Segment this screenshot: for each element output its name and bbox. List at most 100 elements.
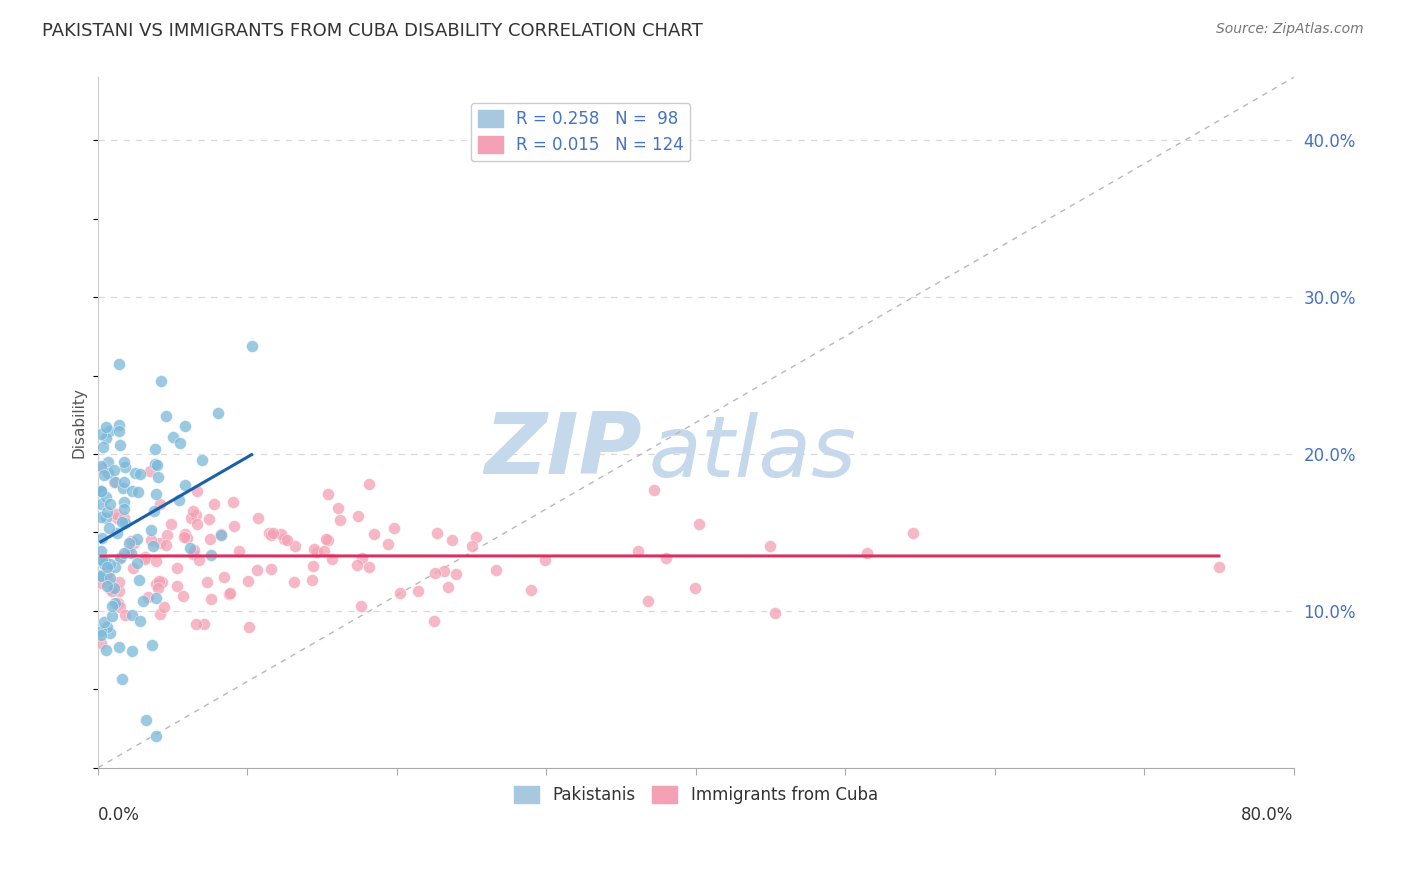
Point	[200, 592, 222, 607]
Point	[98, 582, 121, 596]
Point	[901, 525, 924, 540]
Point	[160, 516, 183, 531]
Point	[114, 460, 136, 475]
Text: PAKISTANI VS IMMIGRANTS FROM CUBA DISABILITY CORRELATION CHART: PAKISTANI VS IMMIGRANTS FROM CUBA DISABI…	[42, 22, 703, 40]
Point	[93, 615, 115, 629]
Point	[125, 532, 148, 546]
Point	[191, 452, 214, 467]
Point	[637, 594, 659, 608]
Point	[145, 577, 167, 591]
Point	[139, 464, 162, 478]
Point	[127, 484, 149, 499]
Point	[326, 501, 349, 516]
Point	[142, 504, 165, 518]
Point	[357, 476, 380, 491]
Point	[91, 440, 114, 454]
Point	[181, 503, 204, 517]
Point	[184, 508, 207, 523]
Point	[108, 574, 131, 589]
Point	[172, 590, 194, 604]
Point	[98, 424, 121, 438]
Point	[110, 549, 132, 564]
Point	[302, 542, 325, 557]
Point	[128, 573, 150, 587]
Point	[112, 546, 135, 560]
Point	[186, 617, 208, 632]
Point	[207, 406, 229, 420]
Point	[111, 672, 134, 686]
Point	[260, 562, 283, 576]
Point	[186, 484, 208, 499]
Point	[377, 536, 399, 550]
Point	[94, 511, 117, 525]
Point	[316, 486, 339, 500]
Point	[195, 575, 218, 590]
Point	[176, 531, 198, 545]
Point	[90, 544, 112, 558]
Point	[350, 599, 373, 614]
Point	[135, 713, 157, 727]
Point	[128, 614, 150, 628]
Point	[96, 560, 118, 574]
Point	[103, 581, 125, 595]
Point	[363, 527, 385, 541]
Point	[318, 533, 340, 548]
Point	[240, 339, 263, 353]
Point	[856, 546, 879, 560]
Legend: Pakistanis, Immigrants from Cuba: Pakistanis, Immigrants from Cuba	[508, 780, 884, 811]
Point	[209, 527, 232, 541]
Point	[139, 523, 162, 537]
Point	[111, 481, 134, 495]
Point	[433, 564, 456, 578]
Point	[262, 525, 284, 540]
Point	[97, 466, 120, 480]
Point	[212, 570, 235, 584]
Point	[124, 466, 146, 480]
Point	[96, 579, 118, 593]
Point	[112, 455, 135, 469]
Point	[423, 615, 446, 629]
Point	[90, 483, 112, 498]
Point	[108, 599, 131, 614]
Point	[141, 533, 163, 547]
Point	[121, 607, 143, 622]
Point	[346, 509, 368, 524]
Text: 80.0%: 80.0%	[1241, 805, 1294, 823]
Point	[224, 519, 246, 533]
Point	[114, 607, 136, 622]
Point	[246, 563, 269, 577]
Point	[141, 638, 163, 652]
Point	[763, 606, 786, 620]
Point	[534, 553, 557, 567]
Point	[90, 568, 112, 582]
Point	[169, 435, 191, 450]
Point	[149, 607, 172, 622]
Point	[357, 560, 380, 574]
Point	[180, 511, 202, 525]
Point	[143, 442, 166, 456]
Point	[283, 574, 305, 589]
Point	[129, 467, 152, 481]
Point	[426, 526, 449, 541]
Point	[145, 591, 167, 605]
Point	[440, 533, 463, 548]
Point	[98, 498, 121, 512]
Point	[273, 532, 295, 546]
Point	[465, 530, 488, 544]
Point	[329, 513, 352, 527]
Point	[301, 558, 323, 573]
Point	[301, 573, 323, 587]
Point	[90, 576, 112, 591]
Point	[321, 552, 343, 566]
Point	[90, 498, 112, 512]
Point	[307, 545, 329, 559]
Point	[103, 463, 125, 477]
Point	[101, 608, 124, 623]
Point	[96, 505, 118, 519]
Point	[314, 544, 336, 558]
Point	[247, 511, 270, 525]
Point	[90, 531, 112, 545]
Point	[485, 563, 508, 577]
Point	[120, 546, 142, 560]
Point	[138, 591, 160, 605]
